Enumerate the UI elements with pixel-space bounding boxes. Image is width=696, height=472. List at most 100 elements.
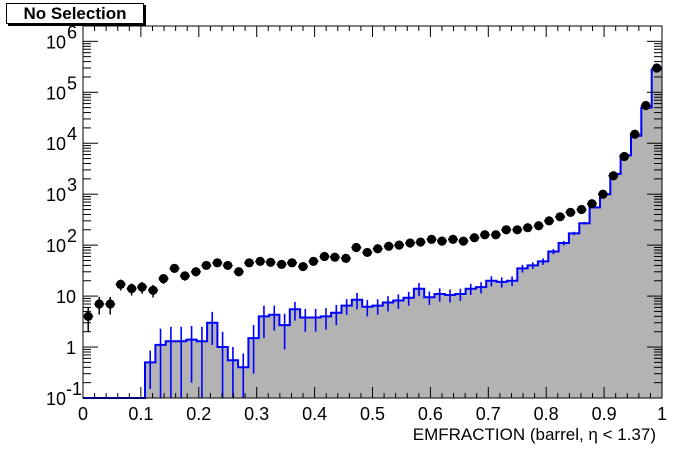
data-point bbox=[94, 299, 104, 309]
data-point bbox=[105, 299, 115, 309]
mc-bar bbox=[207, 322, 218, 398]
y-tick-exponent: -1 bbox=[66, 379, 82, 399]
mc-bar bbox=[589, 207, 601, 398]
y-tick-label: 10 bbox=[46, 83, 66, 103]
x-tick-label: 1 bbox=[657, 404, 667, 424]
y-tick-label: 10 bbox=[46, 32, 66, 52]
mc-bar bbox=[289, 309, 301, 398]
x-tick-label: 0.9 bbox=[592, 404, 617, 424]
data-point bbox=[308, 256, 319, 266]
mc-bar bbox=[310, 317, 322, 398]
data-point bbox=[244, 258, 254, 268]
x-tick-label: 0.2 bbox=[186, 404, 211, 424]
data-point bbox=[630, 129, 640, 139]
mc-bar bbox=[548, 251, 559, 398]
data-point bbox=[234, 267, 244, 277]
mc-bar bbox=[465, 288, 477, 398]
data-point bbox=[148, 285, 158, 295]
data-point bbox=[351, 242, 361, 253]
data-point bbox=[180, 271, 190, 281]
data-point bbox=[608, 171, 618, 181]
mc-bar bbox=[651, 69, 663, 399]
mc-error-bars bbox=[149, 69, 658, 398]
mc-bar bbox=[413, 288, 425, 398]
mc-bar bbox=[372, 305, 384, 398]
data-points bbox=[83, 63, 662, 332]
data-point bbox=[501, 225, 511, 235]
y-tick-label: 10 bbox=[46, 389, 66, 409]
mc-bar bbox=[258, 316, 270, 398]
data-point bbox=[480, 230, 490, 240]
data-point bbox=[448, 234, 458, 244]
mc-bar bbox=[403, 297, 415, 398]
data-point bbox=[619, 151, 629, 162]
mc-bar bbox=[475, 287, 487, 398]
y-tick-exponent: 5 bbox=[67, 73, 77, 93]
data-point bbox=[265, 257, 276, 267]
data-point bbox=[169, 263, 180, 273]
mc-bar bbox=[362, 306, 373, 398]
mc-bar bbox=[300, 317, 311, 398]
y-tick-label: 10 bbox=[56, 287, 76, 307]
data-point bbox=[201, 260, 211, 271]
y-tick-label: 10 bbox=[46, 134, 66, 154]
y-tick-label: 1 bbox=[66, 338, 76, 358]
mc-bar bbox=[455, 293, 466, 398]
data-point bbox=[534, 221, 544, 231]
data-point bbox=[437, 236, 447, 246]
x-tick-label: 0.3 bbox=[244, 404, 269, 424]
mc-bar bbox=[630, 135, 642, 398]
data-point bbox=[255, 256, 265, 266]
data-point bbox=[330, 252, 340, 262]
data-point bbox=[587, 199, 597, 209]
mc-bar bbox=[568, 233, 580, 398]
mc-bar bbox=[279, 325, 291, 398]
data-point bbox=[287, 258, 297, 268]
mc-bar bbox=[331, 312, 342, 398]
data-point bbox=[469, 233, 480, 243]
y-tick-label: 10 bbox=[46, 185, 66, 205]
x-tick-label: 0.1 bbox=[128, 404, 153, 424]
mc-bar bbox=[434, 293, 446, 398]
mc-bar bbox=[579, 223, 590, 398]
x-tick-label: 0 bbox=[78, 404, 88, 424]
data-point bbox=[341, 253, 351, 263]
data-point bbox=[512, 225, 522, 235]
data-point bbox=[223, 260, 233, 271]
mc-bar bbox=[351, 299, 363, 398]
mc-bar bbox=[496, 281, 508, 398]
data-point bbox=[555, 212, 565, 222]
y-tick-exponent: 3 bbox=[67, 175, 77, 195]
y-tick-exponent: 4 bbox=[67, 124, 77, 144]
mc-bar bbox=[424, 297, 435, 398]
mc-bar bbox=[486, 280, 497, 398]
mc-bar bbox=[599, 194, 611, 398]
y-tick-label: 10 bbox=[46, 236, 66, 256]
data-point bbox=[373, 244, 383, 254]
data-point bbox=[298, 261, 308, 272]
mc-bar bbox=[393, 300, 404, 398]
x-axis-title: EMFRACTION (barrel, η < 1.37) bbox=[413, 425, 656, 444]
mc-bar bbox=[517, 268, 528, 398]
x-tick-label: 0.4 bbox=[302, 404, 327, 424]
x-tick-label: 0.7 bbox=[476, 404, 501, 424]
data-point bbox=[212, 258, 222, 268]
mc-bar bbox=[558, 243, 570, 398]
data-point bbox=[394, 240, 404, 250]
data-point bbox=[384, 241, 394, 251]
mc-bar bbox=[527, 265, 539, 398]
y-tick-exponent: 2 bbox=[67, 226, 77, 246]
mc-bar bbox=[269, 314, 280, 398]
mc-bar bbox=[444, 295, 456, 398]
data-point bbox=[319, 251, 330, 262]
mc-bar bbox=[506, 280, 518, 398]
data-point bbox=[127, 284, 137, 294]
mc-bar bbox=[320, 316, 332, 398]
data-point bbox=[362, 247, 372, 258]
data-point bbox=[523, 223, 533, 233]
data-point bbox=[458, 236, 469, 246]
x-tick-label: 0.6 bbox=[418, 404, 443, 424]
data-point bbox=[137, 282, 147, 292]
mc-bar bbox=[620, 155, 632, 398]
mc-outline bbox=[83, 68, 662, 399]
